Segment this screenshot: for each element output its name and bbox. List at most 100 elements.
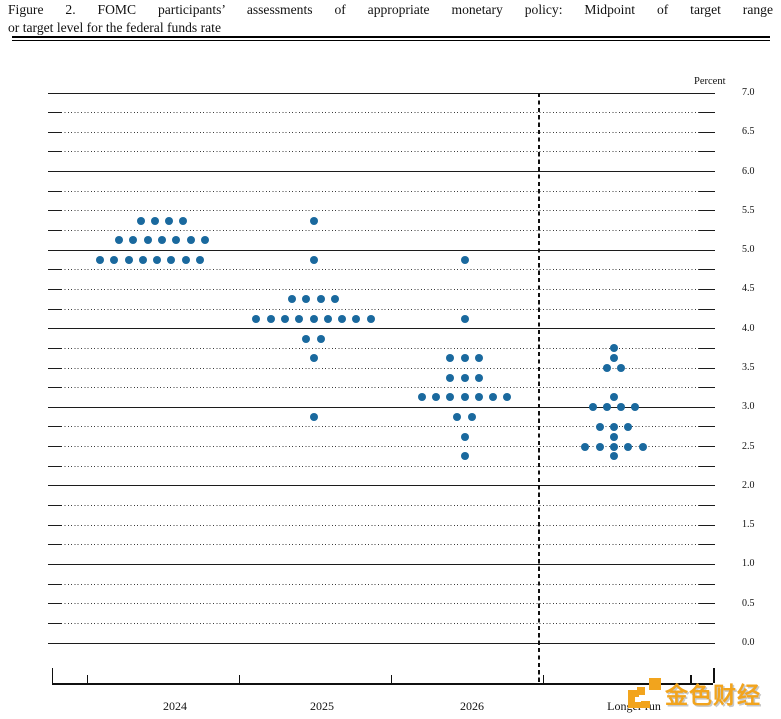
projection-dot bbox=[503, 393, 512, 402]
gridline-dotted bbox=[48, 446, 715, 448]
x-category-label: 2026 bbox=[460, 699, 484, 713]
projection-dot bbox=[280, 314, 289, 323]
gridline-dotted bbox=[48, 583, 715, 585]
y-tick-label: 1.5 bbox=[742, 519, 755, 531]
x-axis-tick bbox=[542, 675, 545, 683]
gridline-dotted bbox=[48, 131, 715, 133]
projection-dot bbox=[129, 236, 138, 245]
projection-dot bbox=[302, 295, 311, 304]
projection-dot bbox=[446, 393, 455, 402]
projection-dot bbox=[417, 393, 426, 402]
projection-dot bbox=[302, 334, 311, 343]
gridline-dotted bbox=[48, 190, 715, 192]
projection-dot bbox=[165, 216, 174, 225]
projection-dot bbox=[624, 422, 633, 431]
projection-dot bbox=[460, 373, 469, 382]
gridline-solid bbox=[48, 249, 715, 251]
projection-dot bbox=[200, 236, 209, 245]
gridline-dotted bbox=[48, 347, 715, 349]
x-category-label: 2025 bbox=[310, 699, 334, 713]
projection-dot bbox=[309, 255, 318, 264]
projection-dot bbox=[602, 403, 611, 412]
projection-dot bbox=[196, 255, 205, 264]
projection-dot bbox=[186, 236, 195, 245]
y-tick-label: 4.5 bbox=[742, 283, 755, 295]
projection-dot bbox=[252, 314, 261, 323]
figure-title-line2: or target level for the federal funds ra… bbox=[8, 20, 221, 36]
y-tick-label: 0.0 bbox=[742, 637, 755, 648]
y-tick-label: 5.5 bbox=[742, 204, 755, 216]
projection-dot bbox=[460, 452, 469, 461]
projection-dot bbox=[453, 413, 462, 422]
projection-dot bbox=[588, 403, 597, 412]
gridline-dotted bbox=[48, 151, 715, 153]
projection-dot bbox=[338, 314, 347, 323]
projection-dot bbox=[110, 255, 119, 264]
projection-dot bbox=[610, 393, 618, 402]
x-axis-end-tick bbox=[51, 668, 53, 683]
projection-dot bbox=[474, 354, 483, 363]
gridline-solid bbox=[48, 328, 715, 330]
projection-dot bbox=[617, 403, 626, 412]
x-axis-end-tick bbox=[713, 668, 715, 683]
projection-dot bbox=[617, 364, 626, 372]
golden-finance-logo-icon bbox=[628, 678, 662, 713]
y-axis-unit-label: Percent bbox=[694, 76, 726, 87]
projection-dot bbox=[631, 403, 640, 412]
projection-dot bbox=[366, 314, 375, 323]
projection-dot bbox=[610, 422, 618, 431]
projection-dot bbox=[581, 442, 590, 451]
gridline-solid bbox=[48, 92, 715, 94]
y-tick-label: 5.0 bbox=[742, 244, 755, 256]
projection-dot bbox=[489, 393, 498, 402]
gridline-solid bbox=[48, 406, 715, 408]
gridline-solid bbox=[48, 642, 715, 644]
projection-dot bbox=[158, 236, 166, 245]
gridline-solid bbox=[48, 485, 715, 487]
gridline-dotted bbox=[48, 367, 715, 369]
y-tick-label: 2.5 bbox=[742, 440, 755, 452]
projection-dot bbox=[352, 314, 361, 323]
figure-title: Figure 2. FOMC participants’ assessments… bbox=[8, 1, 773, 37]
projection-dot bbox=[602, 364, 611, 372]
gridline-dotted bbox=[48, 505, 715, 506]
projection-dot bbox=[288, 295, 297, 304]
projection-dot bbox=[143, 236, 152, 245]
projection-dot bbox=[610, 354, 618, 363]
watermark: 金色财经 bbox=[628, 678, 761, 713]
gridline-dotted bbox=[48, 465, 715, 467]
projection-dot bbox=[150, 216, 159, 225]
gridline-dotted bbox=[48, 603, 715, 605]
projection-dot bbox=[460, 314, 469, 323]
projection-dot bbox=[460, 393, 469, 402]
projection-dot bbox=[330, 295, 339, 304]
y-tick-label: 3.0 bbox=[742, 401, 755, 413]
gridline-dotted bbox=[48, 210, 715, 212]
projection-dot bbox=[431, 393, 440, 402]
projection-dot bbox=[460, 354, 469, 363]
projection-dot bbox=[124, 255, 133, 264]
gridline-dotted bbox=[48, 308, 715, 310]
projection-dot bbox=[467, 413, 476, 422]
watermark-text: 金色财经 bbox=[665, 682, 761, 709]
gridline-dotted bbox=[48, 112, 715, 114]
projection-dot bbox=[115, 236, 124, 245]
x-axis-tick bbox=[390, 675, 393, 683]
projection-dot bbox=[610, 442, 618, 451]
projection-dot bbox=[181, 255, 190, 264]
y-tick-label: 6.0 bbox=[742, 165, 755, 177]
x-category-label: 2024 bbox=[163, 699, 187, 713]
gridline-solid bbox=[48, 171, 715, 173]
projection-dot bbox=[595, 422, 604, 431]
gridline-dotted bbox=[48, 426, 715, 428]
projection-dot bbox=[610, 344, 618, 353]
y-tick-label: 0.5 bbox=[742, 597, 755, 609]
projection-dot bbox=[266, 314, 275, 323]
projection-dot bbox=[474, 393, 483, 402]
gridline-dotted bbox=[48, 524, 715, 526]
gridline-dotted bbox=[48, 230, 715, 231]
projection-dot bbox=[323, 314, 332, 323]
projection-dot bbox=[638, 442, 647, 451]
projection-dot bbox=[138, 255, 147, 264]
